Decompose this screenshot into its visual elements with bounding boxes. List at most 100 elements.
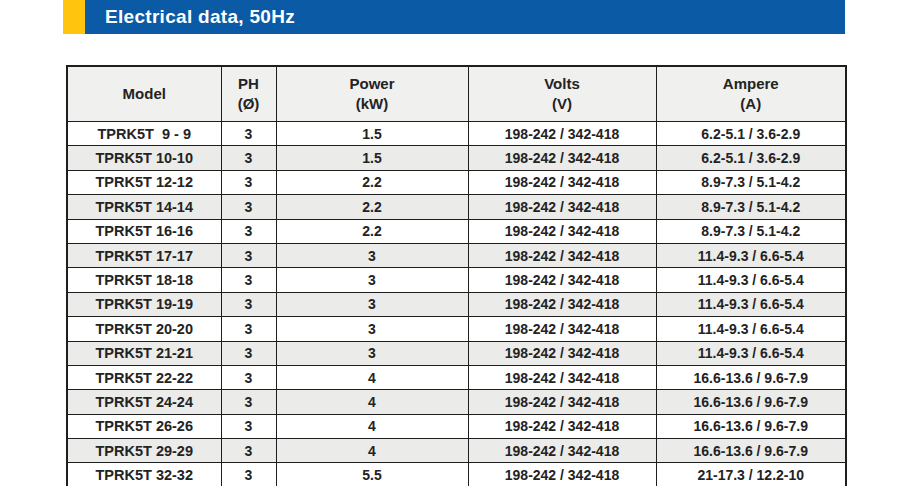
column-header-ph: PH (Ø)	[221, 66, 276, 122]
table-row: TPRK5T 12-12 3 2.2 198-242 / 342-418 8.9…	[67, 170, 846, 194]
table-row: TPRK5T 18-18 3 3 198-242 / 342-418 11.4-…	[67, 268, 846, 292]
electrical-data-table: Model PH (Ø) Power (kW) Volts (V) Ampere	[66, 65, 847, 486]
cell-power: 1.5	[276, 146, 468, 170]
cell-model: TPRK5T 12-12	[67, 170, 221, 194]
cell-ph: 3	[221, 268, 276, 292]
table-row: TPRK5T 10-10 3 1.5 198-242 / 342-418 6.2…	[67, 146, 846, 170]
cell-volts: 198-242 / 342-418	[468, 122, 656, 146]
cell-power: 3	[276, 268, 468, 292]
table-header: Model PH (Ø) Power (kW) Volts (V) Ampere	[67, 66, 846, 122]
cell-ph: 3	[221, 195, 276, 219]
cell-ampere: 16.6-13.6 / 9.6-7.9	[656, 414, 846, 438]
cell-ampere: 16.6-13.6 / 9.6-7.9	[656, 439, 846, 463]
cell-ampere: 11.4-9.3 / 6.6-5.4	[656, 243, 846, 267]
cell-model: TPRK5T 24-24	[67, 390, 221, 414]
column-header-ph-line2: (Ø)	[222, 94, 276, 114]
cell-power: 3	[276, 243, 468, 267]
cell-power: 2.2	[276, 219, 468, 243]
cell-ph: 3	[221, 390, 276, 414]
header-row: Model PH (Ø) Power (kW) Volts (V) Ampere	[67, 66, 846, 122]
cell-power: 5.5	[276, 463, 468, 486]
cell-power: 3	[276, 292, 468, 316]
cell-volts: 198-242 / 342-418	[468, 292, 656, 316]
column-header-ph-line1: PH	[222, 74, 276, 94]
cell-ampere: 6.2-5.1 / 3.6-2.9	[656, 146, 846, 170]
cell-power: 1.5	[276, 122, 468, 146]
table-row: TPRK5T 16-16 3 2.2 198-242 / 342-418 8.9…	[67, 219, 846, 243]
column-header-ampere-line1: Ampere	[657, 74, 846, 94]
cell-ampere: 6.2-5.1 / 3.6-2.9	[656, 122, 846, 146]
cell-model: TPRK5T 10-10	[67, 146, 221, 170]
cell-volts: 198-242 / 342-418	[468, 243, 656, 267]
page-title: Electrical data, 50Hz	[105, 6, 295, 28]
column-header-power: Power (kW)	[276, 66, 468, 122]
cell-ph: 3	[221, 146, 276, 170]
column-header-ampere: Ampere (A)	[656, 66, 846, 122]
cell-volts: 198-242 / 342-418	[468, 341, 656, 365]
cell-model: TPRK5T 22-22	[67, 365, 221, 389]
cell-ampere: 21-17.3 / 12.2-10	[656, 463, 846, 486]
table-row: TPRK5T 29-29 3 4 198-242 / 342-418 16.6-…	[67, 439, 846, 463]
cell-model: TPRK5T 17-17	[67, 243, 221, 267]
cell-volts: 198-242 / 342-418	[468, 439, 656, 463]
cell-ph: 3	[221, 219, 276, 243]
cell-volts: 198-242 / 342-418	[468, 219, 656, 243]
cell-power: 2.2	[276, 170, 468, 194]
cell-power: 4	[276, 414, 468, 438]
column-header-volts: Volts (V)	[468, 66, 656, 122]
cell-volts: 198-242 / 342-418	[468, 414, 656, 438]
table-body: TPRK5T 9 - 9 3 1.5 198-242 / 342-418 6.2…	[67, 122, 846, 486]
cell-ampere: 16.6-13.6 / 9.6-7.9	[656, 390, 846, 414]
page: Electrical data, 50Hz Model PH (Ø)	[0, 0, 909, 486]
column-header-power-line2: (kW)	[277, 94, 468, 114]
section-header: Electrical data, 50Hz	[63, 0, 845, 34]
table-row: TPRK5T 22-22 3 4 198-242 / 342-418 16.6-…	[67, 365, 846, 389]
cell-model: TPRK5T 16-16	[67, 219, 221, 243]
cell-ph: 3	[221, 463, 276, 486]
title-bar: Electrical data, 50Hz	[85, 0, 845, 34]
cell-volts: 198-242 / 342-418	[468, 463, 656, 486]
cell-ph: 3	[221, 341, 276, 365]
cell-power: 2.2	[276, 195, 468, 219]
table-row: TPRK5T 17-17 3 3 198-242 / 342-418 11.4-…	[67, 243, 846, 267]
cell-ampere: 16.6-13.6 / 9.6-7.9	[656, 365, 846, 389]
cell-ph: 3	[221, 243, 276, 267]
table-row: TPRK5T 26-26 3 4 198-242 / 342-418 16.6-…	[67, 414, 846, 438]
cell-ph: 3	[221, 122, 276, 146]
cell-ampere: 8.9-7.3 / 5.1-4.2	[656, 170, 846, 194]
table-row: TPRK5T 14-14 3 2.2 198-242 / 342-418 8.9…	[67, 195, 846, 219]
cell-ampere: 11.4-9.3 / 6.6-5.4	[656, 317, 846, 341]
cell-volts: 198-242 / 342-418	[468, 268, 656, 292]
cell-power: 4	[276, 390, 468, 414]
cell-ph: 3	[221, 292, 276, 316]
cell-model: TPRK5T 26-26	[67, 414, 221, 438]
cell-model: TPRK5T 9 - 9	[67, 122, 221, 146]
column-header-volts-line2: (V)	[469, 94, 656, 114]
cell-ph: 3	[221, 414, 276, 438]
table-row: TPRK5T 20-20 3 3 198-242 / 342-418 11.4-…	[67, 317, 846, 341]
cell-model: TPRK5T 18-18	[67, 268, 221, 292]
cell-volts: 198-242 / 342-418	[468, 390, 656, 414]
column-header-model-line1: Model	[68, 84, 221, 104]
cell-volts: 198-242 / 342-418	[468, 317, 656, 341]
table-row: TPRK5T 19-19 3 3 198-242 / 342-418 11.4-…	[67, 292, 846, 316]
cell-ampere: 11.4-9.3 / 6.6-5.4	[656, 268, 846, 292]
cell-ph: 3	[221, 317, 276, 341]
table-row: TPRK5T 21-21 3 3 198-242 / 342-418 11.4-…	[67, 341, 846, 365]
cell-ph: 3	[221, 365, 276, 389]
cell-power: 4	[276, 365, 468, 389]
column-header-volts-line1: Volts	[469, 74, 656, 94]
cell-model: TPRK5T 32-32	[67, 463, 221, 486]
cell-volts: 198-242 / 342-418	[468, 146, 656, 170]
column-header-ampere-line2: (A)	[657, 94, 846, 114]
cell-ampere: 11.4-9.3 / 6.6-5.4	[656, 292, 846, 316]
cell-ph: 3	[221, 439, 276, 463]
cell-model: TPRK5T 29-29	[67, 439, 221, 463]
yellow-accent-block	[63, 0, 85, 34]
cell-volts: 198-242 / 342-418	[468, 195, 656, 219]
table-row: TPRK5T 9 - 9 3 1.5 198-242 / 342-418 6.2…	[67, 122, 846, 146]
cell-volts: 198-242 / 342-418	[468, 170, 656, 194]
cell-ampere: 11.4-9.3 / 6.6-5.4	[656, 341, 846, 365]
cell-ampere: 8.9-7.3 / 5.1-4.2	[656, 219, 846, 243]
cell-ampere: 8.9-7.3 / 5.1-4.2	[656, 195, 846, 219]
